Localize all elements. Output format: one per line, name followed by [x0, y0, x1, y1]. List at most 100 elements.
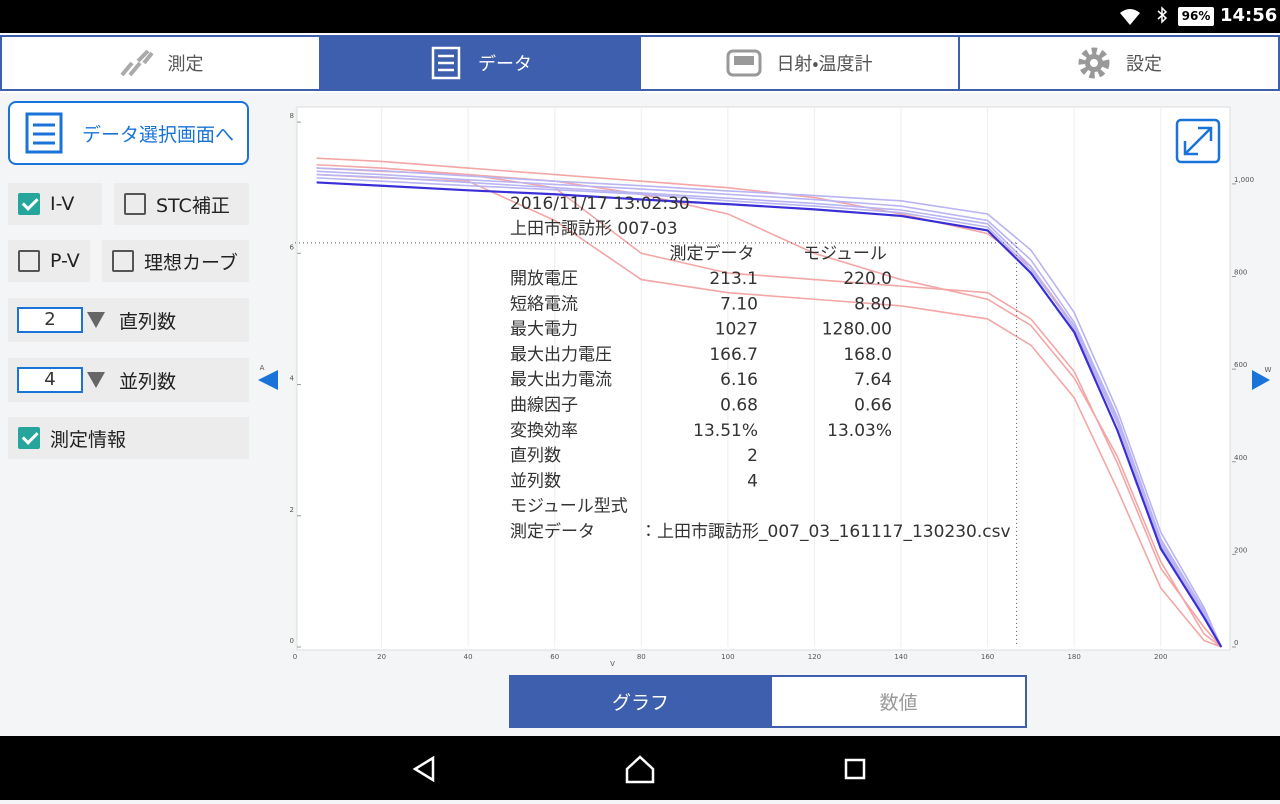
info-value: 1280.00	[822, 320, 892, 340]
y-tick-label: 8	[290, 112, 294, 120]
toggle-label: グラフ	[611, 692, 669, 714]
info-header: 測定データ	[670, 243, 755, 264]
checkbox[interactable]	[112, 250, 134, 272]
tab-icon	[119, 49, 154, 77]
status-bar: 96% 14:56	[0, 0, 1280, 33]
info-value: 2	[747, 446, 758, 466]
next-arrow[interactable]	[1252, 370, 1270, 390]
info-label: 曲線因子	[510, 396, 578, 416]
info-value: 166.7	[709, 345, 758, 365]
info-value: 220.0	[843, 269, 892, 289]
info-value: 168.0	[843, 345, 892, 365]
x-tick-label: 60	[550, 653, 559, 661]
checkbox[interactable]	[124, 193, 146, 215]
info-value: 4	[747, 471, 758, 491]
y2-tick-label: 0	[1234, 639, 1238, 647]
stc-option[interactable]: STC補正	[114, 183, 249, 225]
option-label: 理想カーブ	[144, 251, 238, 274]
x-tick-label: 160	[981, 653, 994, 661]
ideal-option[interactable]: 理想カーブ	[102, 240, 249, 282]
y2-tick-label: 600	[1234, 361, 1247, 369]
nav-icons	[412, 755, 866, 784]
checkbox[interactable]	[18, 427, 40, 449]
tab-label: 日射・温度計	[776, 54, 873, 75]
info-value: 13.51%	[693, 421, 758, 441]
y2-tick-label: 1,000	[1234, 176, 1254, 184]
series-row: 2 直列数	[8, 298, 249, 342]
toggle-label: 数値	[879, 692, 918, 714]
button-label: データ選択画面へ	[82, 123, 235, 146]
y2-axis-label: W	[1265, 366, 1272, 374]
x-tick-label: 120	[808, 653, 821, 661]
tab-label: 設定	[1126, 54, 1162, 75]
info-label: 最大電力	[510, 320, 578, 340]
option-label: STC補正	[156, 194, 230, 217]
dropdown-arrow[interactable]	[87, 372, 105, 388]
option-label: P-V	[50, 250, 80, 272]
info-label: 開放電圧	[510, 269, 578, 289]
select-data-button[interactable]: データ選択画面へ	[8, 101, 249, 165]
prev-arrow[interactable]	[258, 370, 278, 390]
iv-option[interactable]: I-V	[8, 183, 102, 225]
back-button[interactable]	[412, 755, 435, 783]
tab[interactable]: 日射・温度計	[639, 35, 960, 91]
y-tick-label: 4	[290, 375, 295, 383]
info-label: 並列数	[510, 471, 561, 491]
chart: 0 20 40 60 80 100 120 140 160 180 2000246802004006…	[258, 106, 1272, 668]
info-label: モジュール型式	[510, 497, 628, 517]
parallel-row: 4 並列数	[8, 358, 249, 402]
info-value: 7.10	[720, 294, 758, 314]
info-file: ：上田市諏訪形_007_03_161117_130230.csv	[640, 522, 1011, 542]
x-tick-label: 180	[1067, 653, 1080, 661]
checkbox[interactable]	[18, 250, 40, 272]
iv-curve	[316, 170, 1223, 648]
x-tick-label: 80	[637, 653, 646, 661]
iv-curve	[316, 181, 1223, 648]
info-header: モジュール	[803, 244, 887, 264]
info-option[interactable]: 測定情報	[8, 417, 249, 459]
info-label: 直列数	[510, 446, 561, 466]
dropdown-arrow[interactable]	[87, 312, 105, 328]
info-label: 変換効率	[510, 421, 578, 441]
info-label: 最大出力電圧	[510, 345, 612, 365]
y-axis-label: A	[260, 364, 265, 372]
info-value: 0.68	[720, 396, 758, 416]
y2-tick-label: 400	[1234, 454, 1247, 462]
info-label: 最大出力電流	[510, 370, 612, 390]
y2-tick-label: 200	[1234, 546, 1247, 554]
tab[interactable]: 設定	[958, 35, 1280, 91]
y-tick-label: 0	[290, 637, 294, 645]
info-value: 6.16	[720, 370, 758, 390]
info-value: 7.64	[854, 370, 892, 390]
y-tick-label: 2	[290, 506, 294, 514]
iv-curve	[316, 167, 1223, 648]
tab-bar: 測定 データ 日射・温度計 設定	[0, 33, 1280, 93]
x-axis-label: V	[610, 660, 615, 668]
info-label: 測定データ	[510, 521, 595, 542]
info-value: 1027	[715, 320, 758, 340]
value-toggle[interactable]: 数値	[770, 675, 1027, 728]
graph-toggle[interactable]: グラフ	[509, 675, 772, 728]
info-value: 213.1	[709, 269, 758, 289]
home-button[interactable]	[625, 755, 655, 784]
tab[interactable]: データ	[319, 35, 641, 91]
iv-curve	[316, 177, 1223, 648]
tab[interactable]: 測定	[0, 35, 321, 91]
iv-curve	[316, 163, 1222, 648]
series-select[interactable]: 2	[17, 307, 83, 333]
pv-option[interactable]: P-V	[8, 240, 90, 282]
x-tick-label: 140	[894, 653, 907, 661]
iv-curve	[316, 173, 1223, 648]
recent-button[interactable]	[844, 758, 866, 780]
option-label: I-V	[50, 193, 75, 215]
iv-curve	[316, 167, 1222, 648]
expand-button[interactable]	[1175, 118, 1221, 164]
tab-label: データ	[478, 54, 532, 75]
battery: 96%	[1178, 7, 1214, 26]
x-tick-label: 100	[721, 653, 734, 661]
x-tick-label: 20	[377, 653, 386, 661]
info-label: 短絡電流	[510, 294, 578, 314]
info-value: 0.66	[854, 396, 892, 416]
parallel-select[interactable]: 4	[17, 367, 83, 393]
checkbox[interactable]	[18, 193, 40, 215]
